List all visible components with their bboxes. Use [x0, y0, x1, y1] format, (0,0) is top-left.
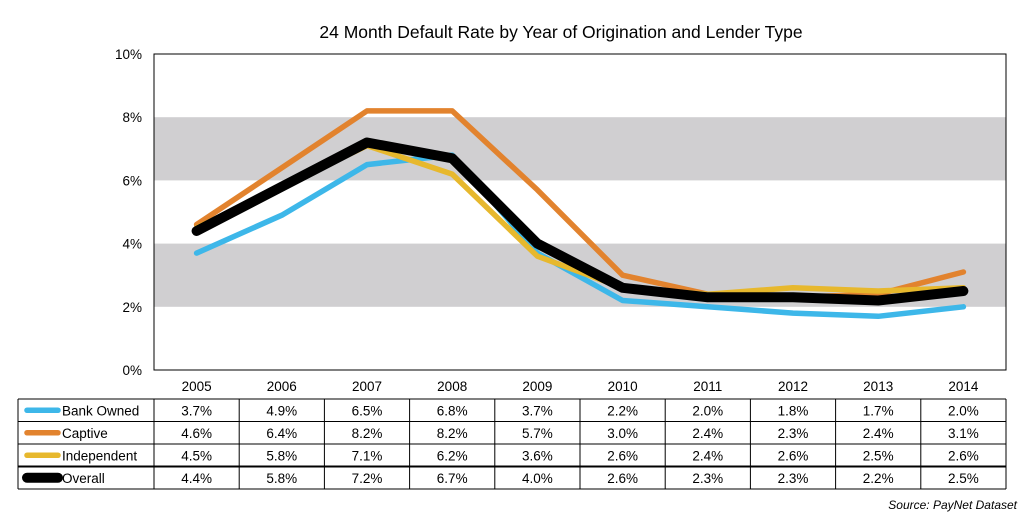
table-cell: 4.0% — [522, 471, 553, 486]
legend-label: Overall — [62, 471, 105, 486]
table-cell: 5.8% — [266, 448, 297, 463]
series-line-bank-owned — [193, 152, 967, 320]
table-cell: 3.7% — [181, 403, 212, 418]
table-cell: 2.6% — [607, 471, 638, 486]
y-tick-label: 6% — [122, 173, 142, 188]
table-cell: 2.6% — [607, 448, 638, 463]
table-cell: 2.0% — [692, 403, 723, 418]
x-tick-label: 2008 — [437, 379, 467, 394]
table-cell: 2.3% — [778, 426, 809, 441]
table-cell: 6.5% — [352, 403, 383, 418]
table-cell: 6.2% — [437, 448, 468, 463]
table-cell: 8.2% — [437, 426, 468, 441]
table-cell: 3.6% — [522, 448, 553, 463]
x-tick-label: 2009 — [522, 379, 552, 394]
table-cell: 4.6% — [181, 426, 212, 441]
table-cell: 3.1% — [948, 426, 979, 441]
table-cell: 2.6% — [778, 448, 809, 463]
table-cell: 2.2% — [607, 403, 638, 418]
table-cell: 1.7% — [863, 403, 894, 418]
table-cell: 6.7% — [437, 471, 468, 486]
table-cell: 2.6% — [948, 448, 979, 463]
table-cell: 6.4% — [266, 426, 297, 441]
x-tick-label: 2007 — [352, 379, 382, 394]
table-cell: 8.2% — [352, 426, 383, 441]
x-tick-label: 2010 — [608, 379, 638, 394]
y-tick-label: 10% — [115, 47, 142, 62]
table-cell: 7.1% — [352, 448, 383, 463]
x-tick-label: 2005 — [182, 379, 212, 394]
y-tick-label: 0% — [122, 363, 142, 378]
source-note: Source: PayNet Dataset — [888, 498, 1017, 512]
table-cell: 7.2% — [352, 471, 383, 486]
legend-label: Bank Owned — [62, 403, 139, 418]
table-cell: 2.3% — [692, 471, 723, 486]
y-tick-label: 2% — [122, 300, 142, 315]
table-cell: 2.4% — [863, 426, 894, 441]
table-cell: 1.8% — [778, 403, 809, 418]
table-cell: 2.0% — [948, 403, 979, 418]
chart-title: 24 Month Default Rate by Year of Origina… — [319, 22, 802, 42]
legend-label: Captive — [62, 426, 108, 441]
table-cell: 2.3% — [778, 471, 809, 486]
table-cell: 2.5% — [948, 471, 979, 486]
table-cell: 2.2% — [863, 471, 894, 486]
x-tick-label: 2012 — [778, 379, 808, 394]
series-line-overall — [191, 137, 969, 306]
table-cell: 2.5% — [863, 448, 894, 463]
legend-label: Independent — [62, 448, 137, 463]
table-cell: 2.4% — [692, 426, 723, 441]
table-cell: 5.7% — [522, 426, 553, 441]
table-cell: 3.0% — [607, 426, 638, 441]
y-tick-label: 8% — [122, 110, 142, 125]
table-cell: 5.8% — [266, 471, 297, 486]
x-tick-label: 2006 — [267, 379, 297, 394]
x-tick-label: 2011 — [693, 379, 722, 394]
y-tick-label: 4% — [122, 237, 142, 252]
table-cell: 4.5% — [181, 448, 212, 463]
table-cell: 2.4% — [692, 448, 723, 463]
table-cell: 6.8% — [437, 403, 468, 418]
x-tick-label: 2013 — [863, 379, 893, 394]
table-cell: 4.9% — [266, 403, 297, 418]
grid-band — [154, 117, 1006, 181]
table-cell: 3.7% — [522, 403, 553, 418]
x-tick-label: 2014 — [948, 379, 979, 394]
plot-area-border — [153, 53, 1007, 371]
table-cell: 4.4% — [181, 471, 212, 486]
